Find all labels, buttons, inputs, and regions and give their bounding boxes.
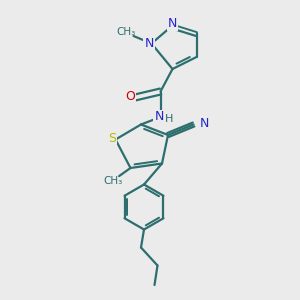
Text: O: O	[126, 89, 135, 103]
Text: H: H	[165, 113, 173, 124]
Text: N: N	[144, 37, 154, 50]
Text: N: N	[168, 16, 177, 30]
Text: CH₃: CH₃	[103, 176, 123, 187]
Text: S: S	[108, 131, 116, 145]
Text: N: N	[200, 116, 210, 130]
Text: CH₃: CH₃	[116, 27, 136, 37]
Text: N: N	[154, 110, 164, 124]
